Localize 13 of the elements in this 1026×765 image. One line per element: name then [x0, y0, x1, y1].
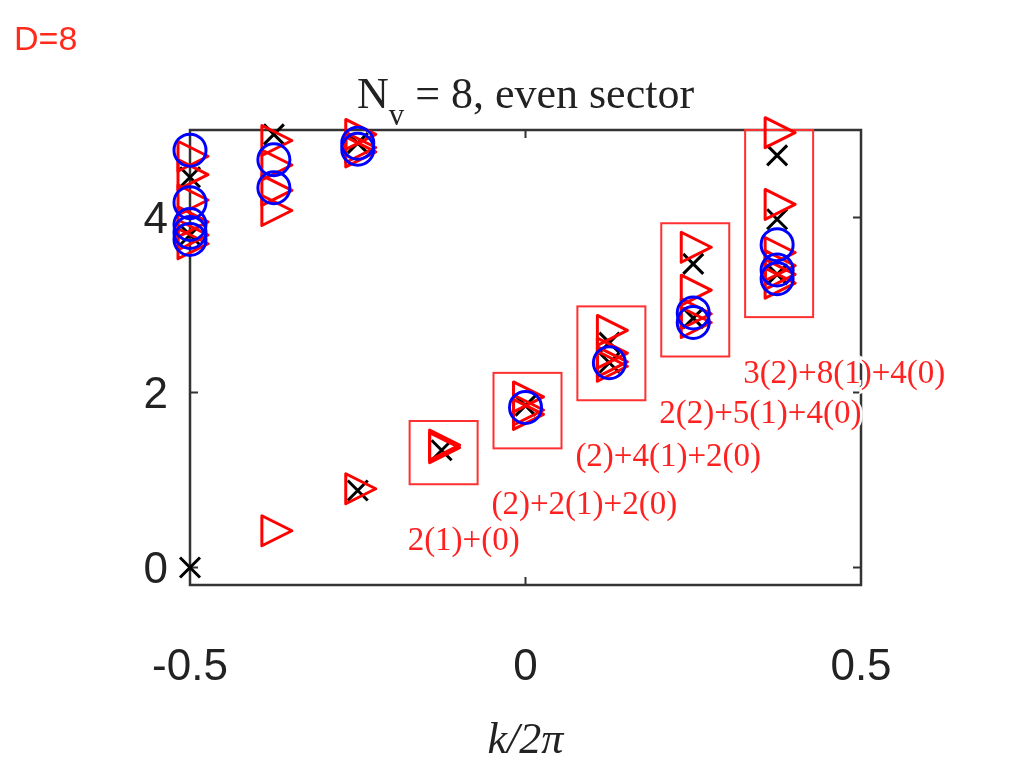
y-tick-label: 0: [143, 542, 168, 592]
chart-title: N$_{v}$ = 8, even sector: [356, 69, 695, 132]
annotation: (2)+2(1)+2(0): [491, 485, 678, 523]
y-tick-label: 2: [143, 367, 168, 417]
x-axis-title: k/2π: [487, 714, 566, 763]
x-tick-label: 0.5: [830, 640, 892, 689]
x-tick-label: -0.5: [152, 640, 228, 689]
annotation: (2)+4(1)+2(0): [575, 437, 762, 475]
x-tick-label: 0: [513, 640, 538, 689]
text: D=8: [14, 19, 78, 57]
y-tick-label: 4: [143, 192, 168, 242]
annotation: 2(2)+5(1)+4(0): [659, 393, 862, 431]
annotation: 2(1)+(0): [407, 521, 520, 559]
